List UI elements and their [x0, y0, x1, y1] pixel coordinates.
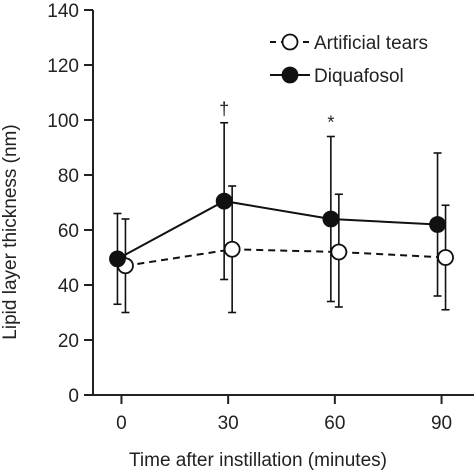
data-point [109, 250, 126, 268]
data-point [330, 243, 348, 261]
data-point [322, 210, 340, 228]
data-point [437, 249, 454, 266]
y-axis-title: Lipid layer thickness (nm) [0, 124, 21, 339]
series-line [125, 248, 446, 267]
y-tick-label: 40 [58, 276, 79, 297]
y-axis-ticks: 0 20 40 60 80 100 120 140 [47, 1, 93, 407]
y-tick-label: 0 [68, 386, 79, 407]
data-point [429, 216, 446, 233]
series-diquafosol [109, 121, 446, 306]
x-tick-label: 30 [218, 413, 239, 434]
y-tick-label: 140 [47, 1, 79, 22]
y-tick-label: 20 [58, 331, 79, 352]
x-axis-title: Time after instillation (minutes) [129, 450, 387, 471]
y-tick-label: 60 [58, 221, 79, 242]
y-tick-label: 120 [47, 56, 79, 77]
series-line [117, 200, 438, 260]
y-tick-label: 80 [58, 166, 79, 187]
legend-label: Artificial tears [314, 33, 428, 54]
data-point [223, 240, 241, 258]
y-tick-label: 100 [47, 111, 79, 132]
legend: Artificial tears Diquafosol [270, 33, 428, 87]
series-layer [109, 121, 454, 314]
significance-marker: † [219, 99, 229, 119]
legend-marker [281, 66, 299, 84]
x-tick-label: 60 [324, 413, 345, 434]
data-point [215, 192, 233, 210]
significance-marker: * [327, 113, 334, 133]
annotations: †* [219, 99, 334, 133]
legend-label: Diquafosol [314, 66, 404, 87]
chart-axes [92, 10, 474, 396]
x-tick-label: 90 [431, 413, 452, 434]
legend-marker [281, 33, 299, 51]
x-tick-label: 0 [116, 413, 127, 434]
x-axis-ticks: 0 30 60 90 [116, 395, 452, 434]
series-artificial-tears [117, 185, 454, 314]
